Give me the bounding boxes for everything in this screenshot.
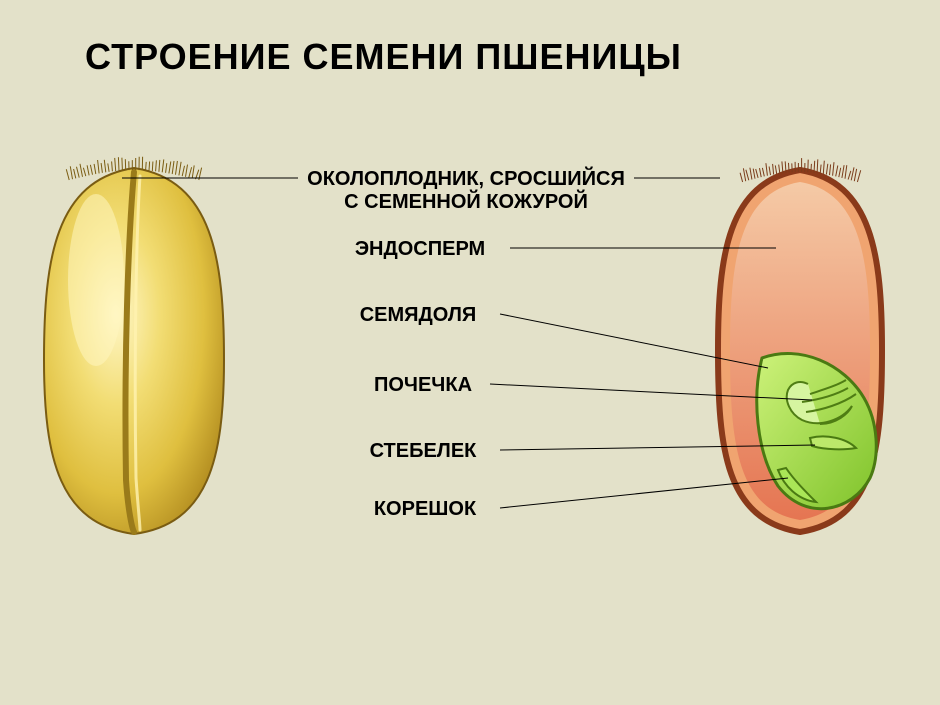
label-pericarp: ОКОЛОПЛОДНИК, СРОСШИЙСЯ С СЕМЕННОЙ КОЖУР… — [296, 168, 636, 214]
label-cotyledon: СЕМЯДОЛЯ — [338, 304, 498, 327]
left-seed — [44, 157, 224, 534]
embryo — [757, 353, 876, 508]
label-rootlet: КОРЕШОК — [350, 498, 500, 521]
label-endosperm: ЭНДОСПЕРМ — [330, 238, 510, 261]
label-plumule: ПОЧЕЧКА — [358, 374, 488, 397]
diagram-canvas — [0, 0, 940, 705]
page-title: СТРОЕНИЕ СЕМЕНИ ПШЕНИЦЫ — [85, 36, 682, 78]
label-stemlet: СТЕБЕЛЕК — [348, 440, 498, 463]
right-seed — [718, 158, 882, 532]
